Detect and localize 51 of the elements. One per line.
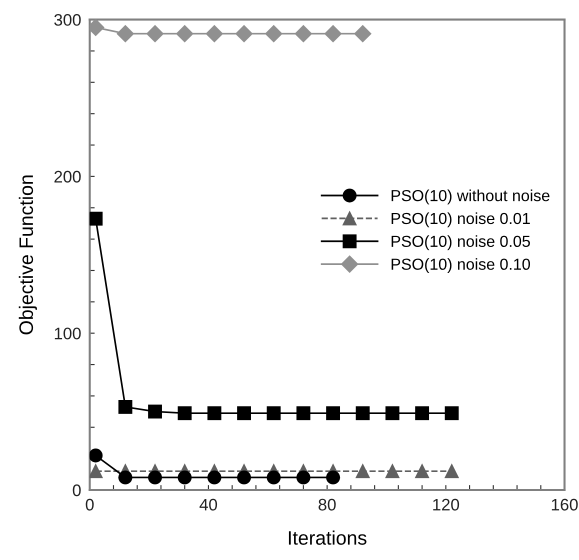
legend-label: PSO(10) noise 0.05	[392, 235, 530, 250]
point	[178, 406, 192, 420]
point	[415, 464, 430, 478]
point	[90, 212, 103, 226]
point	[356, 464, 370, 478]
point	[296, 406, 310, 420]
point	[415, 406, 430, 420]
point	[178, 470, 192, 484]
point	[265, 25, 282, 42]
y-tick-label: 200	[54, 170, 81, 183]
y-tick-label: 100	[54, 328, 81, 340]
x-tick-label: 160	[552, 498, 578, 511]
legend-label: PSO(10) without noise	[392, 190, 550, 204]
point	[176, 25, 194, 42]
point	[294, 25, 312, 42]
x-axis-title: Iterations	[288, 530, 366, 545]
point	[118, 470, 132, 484]
x-tick-label: 120	[433, 498, 460, 511]
point	[146, 25, 164, 42]
point	[90, 464, 103, 478]
legend-label: PSO(10) noise 0.01	[392, 212, 530, 228]
point	[237, 406, 251, 420]
point	[266, 470, 281, 484]
point	[296, 470, 310, 484]
point	[206, 25, 223, 42]
y-tick-label: 0	[72, 484, 81, 496]
point	[326, 470, 340, 484]
point	[266, 406, 281, 420]
point	[237, 470, 251, 484]
x-tick-label: 80	[318, 498, 336, 511]
y-tick-label: 300	[54, 14, 81, 26]
point	[235, 25, 253, 42]
point	[148, 404, 162, 419]
point	[324, 25, 342, 42]
x-tick-label: 0	[86, 498, 94, 511]
x-tick-label: 40	[200, 498, 218, 511]
point	[385, 406, 400, 420]
point	[207, 470, 222, 484]
point	[90, 448, 103, 462]
point	[385, 464, 400, 478]
y-axis-title: Objective Function	[18, 176, 37, 334]
point	[356, 406, 370, 420]
legend-label: PSO(10) noise 0.10	[392, 258, 530, 274]
point	[207, 406, 222, 420]
point	[444, 406, 459, 420]
point	[444, 464, 459, 478]
point	[326, 406, 340, 420]
point	[118, 400, 132, 414]
point	[116, 25, 134, 42]
point	[354, 25, 372, 42]
point	[148, 470, 162, 484]
